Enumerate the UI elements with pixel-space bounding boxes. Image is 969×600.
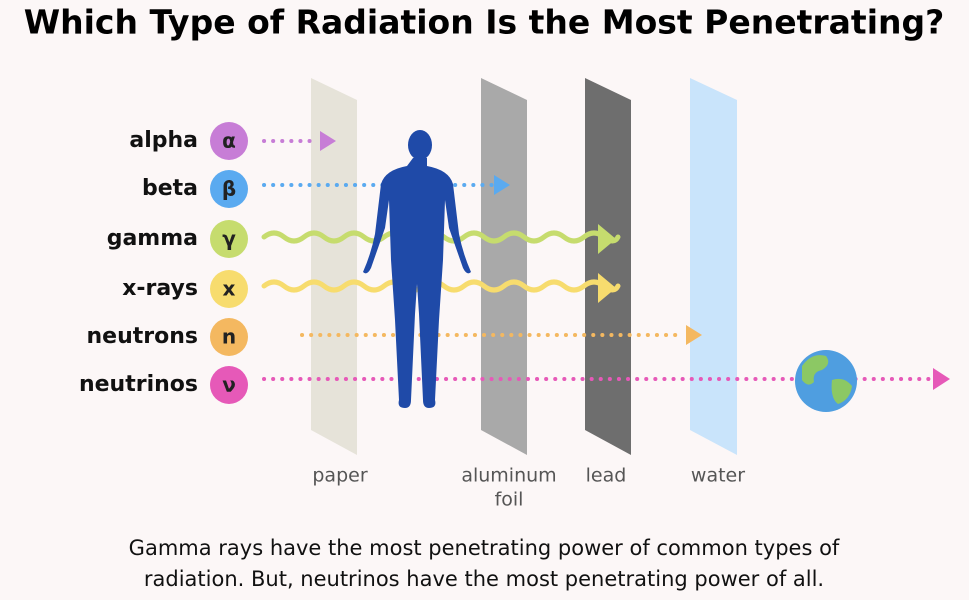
barrier-label: paper: [312, 465, 367, 487]
symbol-badge: [210, 122, 248, 160]
radiation-symbol: γ: [222, 227, 236, 251]
radiation-symbol: β: [222, 177, 236, 201]
caption-line: radiation. But, neutrinos have the most …: [144, 567, 824, 591]
alpha-arrow: [262, 131, 336, 151]
foil-barrier: [481, 78, 527, 455]
neutron-arrow: [300, 325, 702, 345]
radiation-symbol: x: [223, 277, 236, 301]
earth-icon: [795, 350, 857, 412]
radiation-symbol: α: [222, 129, 236, 153]
caption: Gamma rays have the most penetrating pow…: [129, 536, 840, 591]
radiation-name: gamma: [107, 226, 198, 251]
paper-barrier: [311, 78, 357, 455]
xray-arrow: [261, 273, 621, 303]
radiation-name: neutrinos: [79, 372, 198, 397]
caption-line: Gamma rays have the most penetrating pow…: [129, 536, 840, 560]
gamma-arrow: [261, 224, 621, 254]
symbol-badge: [210, 270, 248, 308]
radiation-name: x-rays: [122, 276, 198, 301]
barrier-label: lead: [586, 465, 627, 487]
title: Which Type of Radiation Is the Most Pene…: [24, 3, 945, 42]
radiation-name: neutrons: [87, 324, 198, 349]
barrier-label: aluminum: [461, 465, 556, 487]
human-silhouette: [363, 130, 471, 408]
symbol-badge: [210, 318, 248, 356]
symbol-badge: [210, 366, 248, 404]
radiation-symbol: ν: [222, 373, 236, 397]
barrier-label: foil: [495, 489, 524, 511]
radiation-symbol: n: [222, 325, 236, 349]
water-barrier: [690, 78, 737, 455]
radiation-name: beta: [142, 176, 198, 201]
lead-barrier: [585, 78, 631, 455]
symbol-badge: [210, 170, 248, 208]
beta-arrow: [262, 175, 510, 195]
symbol-badge: [210, 220, 248, 258]
radiation-name: alpha: [129, 128, 198, 153]
barrier-label: water: [691, 465, 745, 487]
